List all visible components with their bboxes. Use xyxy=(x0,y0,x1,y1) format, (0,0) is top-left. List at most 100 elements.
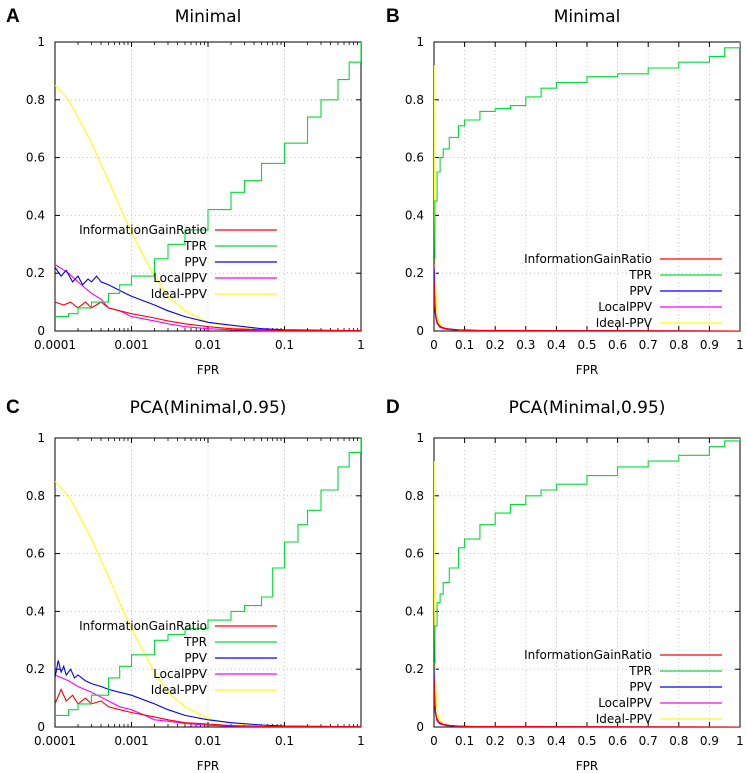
x-tick-label: 0.001 xyxy=(114,338,148,352)
y-tick-label: 1 xyxy=(37,35,45,49)
x-tick-label: 0.001 xyxy=(114,734,148,748)
x-tick-label: 0.7 xyxy=(639,734,658,748)
chart-title: PCA(Minimal,0.95) xyxy=(130,398,287,418)
x-tick-label: 0.1 xyxy=(455,338,474,352)
series-line-tpr xyxy=(55,438,361,716)
y-tick-label: 0 xyxy=(416,720,424,734)
x-tick-label: 0.8 xyxy=(669,338,688,352)
x-tick-label: 0.9 xyxy=(700,338,719,352)
series-line-tpr xyxy=(55,42,361,318)
x-axis-label: FPR xyxy=(197,759,219,773)
chart-panel-b: B Minimal 0 0.1 0.2 0.3 0.4 0.5 0.6 0.7 0.8 0.9 1 0 0.… xyxy=(386,6,744,377)
y-tick-label: 0.6 xyxy=(405,547,424,561)
series-line-tpr xyxy=(434,42,740,260)
y-tick-label: 0.4 xyxy=(405,208,424,222)
series-line-informationgainratio xyxy=(55,301,361,331)
legend-label: TPR xyxy=(628,268,652,282)
legend-label: PPV xyxy=(184,651,207,665)
legend-label: PPV xyxy=(629,680,652,694)
panel-letter: A xyxy=(6,6,20,27)
x-axis-label: FPR xyxy=(576,759,598,773)
x-tick-label: 0.8 xyxy=(669,734,688,748)
x-tick-label: 0.4 xyxy=(547,338,566,352)
legend-label: InformationGainRatio xyxy=(524,252,652,266)
legend-label: InformationGainRatio xyxy=(79,619,207,633)
x-tick-label: 0.6 xyxy=(608,338,627,352)
legend-label: PPV xyxy=(629,284,652,298)
chart-panel-d: D PCA(Minimal,0.95) 0 0.1 0.2 0.3 0.4 0.5 0.6 0.7… xyxy=(386,397,744,773)
legend-label: LocalPPV xyxy=(598,300,653,314)
y-tick-label: 0.6 xyxy=(26,547,45,561)
x-tick-label: 0.3 xyxy=(516,338,535,352)
y-tick-label: 0.4 xyxy=(26,604,45,618)
x-tick-label: 0 xyxy=(430,338,438,352)
x-tick-label: 0.4 xyxy=(547,734,566,748)
x-tick-label: 0.1 xyxy=(455,734,474,748)
series-line-tpr xyxy=(434,438,740,664)
y-tick-label: 1 xyxy=(37,431,45,445)
legend-label: Ideal-PPV xyxy=(151,287,208,301)
y-tick-label: 0.4 xyxy=(405,604,424,618)
legend-label: LocalPPV xyxy=(598,696,653,710)
y-tick-label: 0.2 xyxy=(405,266,424,280)
y-tick-label: 0.6 xyxy=(26,151,45,165)
chart-panel-a: A Minimal 0.0001 0.001 0.01 0.1 1 0 0.2 0.4 0.6 0.8… xyxy=(6,6,365,377)
x-tick-label: 0.7 xyxy=(639,338,658,352)
series-line-informationgainratio xyxy=(434,278,740,331)
legend-label: Ideal-PPV xyxy=(596,316,653,330)
legend-label: TPR xyxy=(183,635,207,649)
y-tick-label: 0.2 xyxy=(405,662,424,676)
x-tick-label: 1 xyxy=(736,338,744,352)
legend-label: InformationGainRatio xyxy=(79,223,207,237)
y-tick-label: 0 xyxy=(37,720,45,734)
x-tick-label: 1 xyxy=(357,734,365,748)
legend-label: TPR xyxy=(183,239,207,253)
legend-label: LocalPPV xyxy=(153,667,208,681)
legend-label: Ideal-PPV xyxy=(151,683,208,697)
y-tick-label: 0.4 xyxy=(26,208,45,222)
series-line-ppv xyxy=(434,267,740,331)
legend-label: InformationGainRatio xyxy=(524,648,652,662)
panel-letter: B xyxy=(386,6,400,27)
legend-label: TPR xyxy=(628,664,652,678)
chart-title: Minimal xyxy=(175,7,242,27)
y-tick-label: 0.8 xyxy=(26,93,45,107)
x-tick-label: 1 xyxy=(357,338,365,352)
y-tick-label: 0.8 xyxy=(26,489,45,503)
x-tick-label: 0.3 xyxy=(516,734,535,748)
x-tick-label: 0.9 xyxy=(700,734,719,748)
series-line-informationgainratio xyxy=(55,688,361,727)
legend-label: LocalPPV xyxy=(153,271,208,285)
x-tick-label: 0.5 xyxy=(577,338,596,352)
y-tick-label: 0.6 xyxy=(405,151,424,165)
panel-letter: C xyxy=(6,397,20,418)
x-tick-label: 0.01 xyxy=(195,734,222,748)
x-tick-label: 0.5 xyxy=(577,734,596,748)
legend-label: PPV xyxy=(184,255,207,269)
y-tick-label: 0 xyxy=(416,324,424,338)
series-group xyxy=(55,438,361,727)
series-group xyxy=(434,438,740,727)
x-tick-label: 1 xyxy=(736,734,744,748)
x-tick-label: 0.0001 xyxy=(34,338,76,352)
series-group xyxy=(434,42,740,331)
series-line-ppv xyxy=(55,267,361,331)
x-tick-label: 0.01 xyxy=(195,338,222,352)
x-tick-label: 0.1 xyxy=(275,338,294,352)
x-tick-label: 0 xyxy=(430,734,438,748)
y-tick-label: 1 xyxy=(416,431,424,445)
x-tick-label: 0.6 xyxy=(608,734,627,748)
y-tick-label: 1 xyxy=(416,35,424,49)
y-tick-label: 0 xyxy=(37,324,45,338)
y-tick-label: 0.8 xyxy=(405,489,424,503)
y-tick-label: 0.2 xyxy=(26,266,45,280)
chart-title: Minimal xyxy=(554,7,621,27)
series-line-localppv xyxy=(55,264,361,331)
x-axis-label: FPR xyxy=(197,363,219,377)
x-tick-label: 0.0001 xyxy=(34,734,76,748)
x-tick-label: 0.1 xyxy=(275,734,294,748)
series-line-informationgainratio xyxy=(434,677,740,727)
x-tick-label: 0.2 xyxy=(486,338,505,352)
x-tick-label: 0.2 xyxy=(486,734,505,748)
